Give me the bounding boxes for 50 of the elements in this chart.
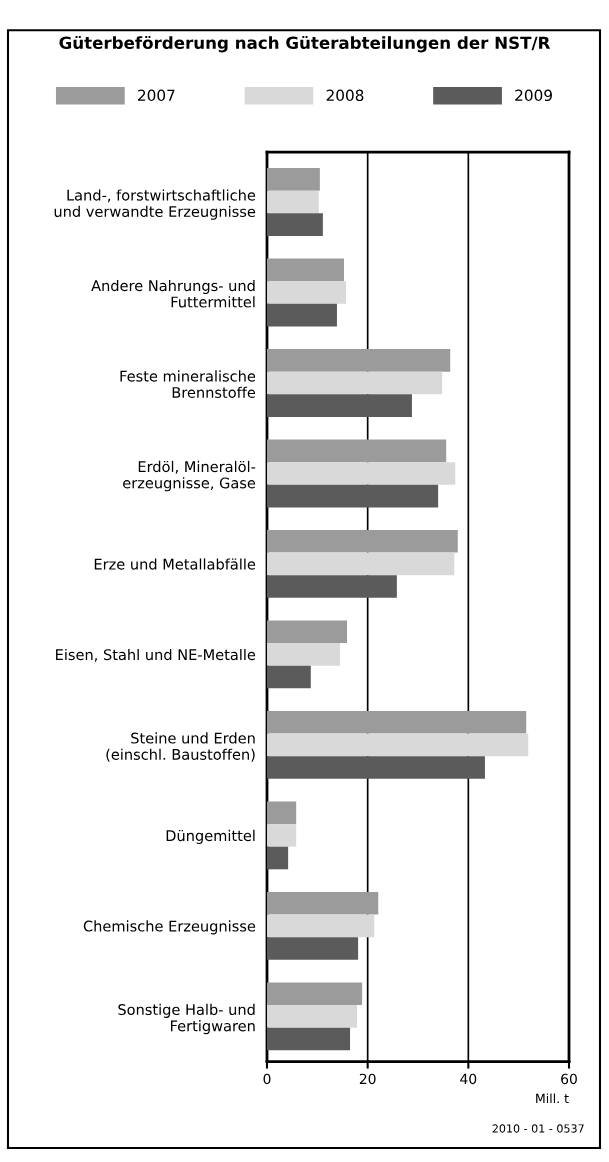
- x-tick-label: 40: [460, 1073, 477, 1085]
- bar: [267, 643, 340, 666]
- bar: [267, 281, 347, 304]
- bar: [267, 891, 379, 915]
- text: 2010 - 01 - 0537: [492, 1124, 584, 1133]
- bar: [267, 552, 455, 576]
- y-tick-label: Eisen, Stahl und NE-Metalle: [56, 648, 256, 662]
- bar: [267, 620, 348, 644]
- legend-label: 2007: [138, 89, 175, 102]
- x-tick-label: 0: [263, 1073, 271, 1085]
- bar: [267, 168, 320, 191]
- bar: [267, 801, 297, 825]
- bar: [267, 213, 323, 236]
- bar: [267, 756, 485, 779]
- bar: [267, 349, 451, 372]
- bar: [267, 258, 345, 282]
- y-tick-label: Steine und Erden (einschl. Baustoffen): [106, 732, 255, 762]
- bar: [267, 575, 397, 598]
- bar: [267, 371, 443, 395]
- y-tick-label: Düngemittel: [166, 829, 255, 844]
- bar: [267, 303, 337, 327]
- y-tick-label: Feste mineralische Brennstoffe: [120, 370, 256, 398]
- y-tick-label: Sonstige Halb- und Fertigwaren: [118, 1003, 255, 1035]
- bar: [267, 1027, 351, 1051]
- bar: [267, 914, 375, 938]
- x-tick-label: 60: [561, 1073, 577, 1085]
- bar: [267, 824, 297, 847]
- y-tick-label: Andere Nahrungs- und Futtermittel: [91, 279, 255, 308]
- bar: [267, 439, 447, 463]
- chart-title: Güterbeförderung nach Güterabteilungen der NST/R: [59, 35, 551, 53]
- bar: [267, 484, 439, 508]
- bar: [267, 937, 359, 960]
- bar: [267, 462, 456, 485]
- y-tick-label: Erdöl, Mineralöl- erzeugnisse, Gase: [123, 460, 256, 492]
- x-tick-label: 20: [359, 1073, 376, 1085]
- legend-label: 2009: [515, 89, 552, 102]
- bar: [267, 394, 412, 417]
- x-axis-title: Mill. t: [536, 1093, 569, 1103]
- bar: [267, 190, 319, 214]
- bar: [267, 733, 529, 757]
- bar: [267, 530, 458, 553]
- bar: [267, 846, 289, 870]
- bar: [267, 665, 311, 689]
- bar: [267, 982, 363, 1006]
- bar: [267, 1005, 358, 1028]
- legend-label: 2008: [326, 89, 364, 102]
- y-tick-label: Land-, forstwirtschaftliche und verwandte Erzeugnisse: [54, 189, 256, 220]
- y-tick-label: Erze und Metallabfälle: [94, 558, 256, 570]
- bar: [267, 710, 527, 734]
- y-tick-label: Chemische Erzeugnisse: [83, 920, 256, 935]
